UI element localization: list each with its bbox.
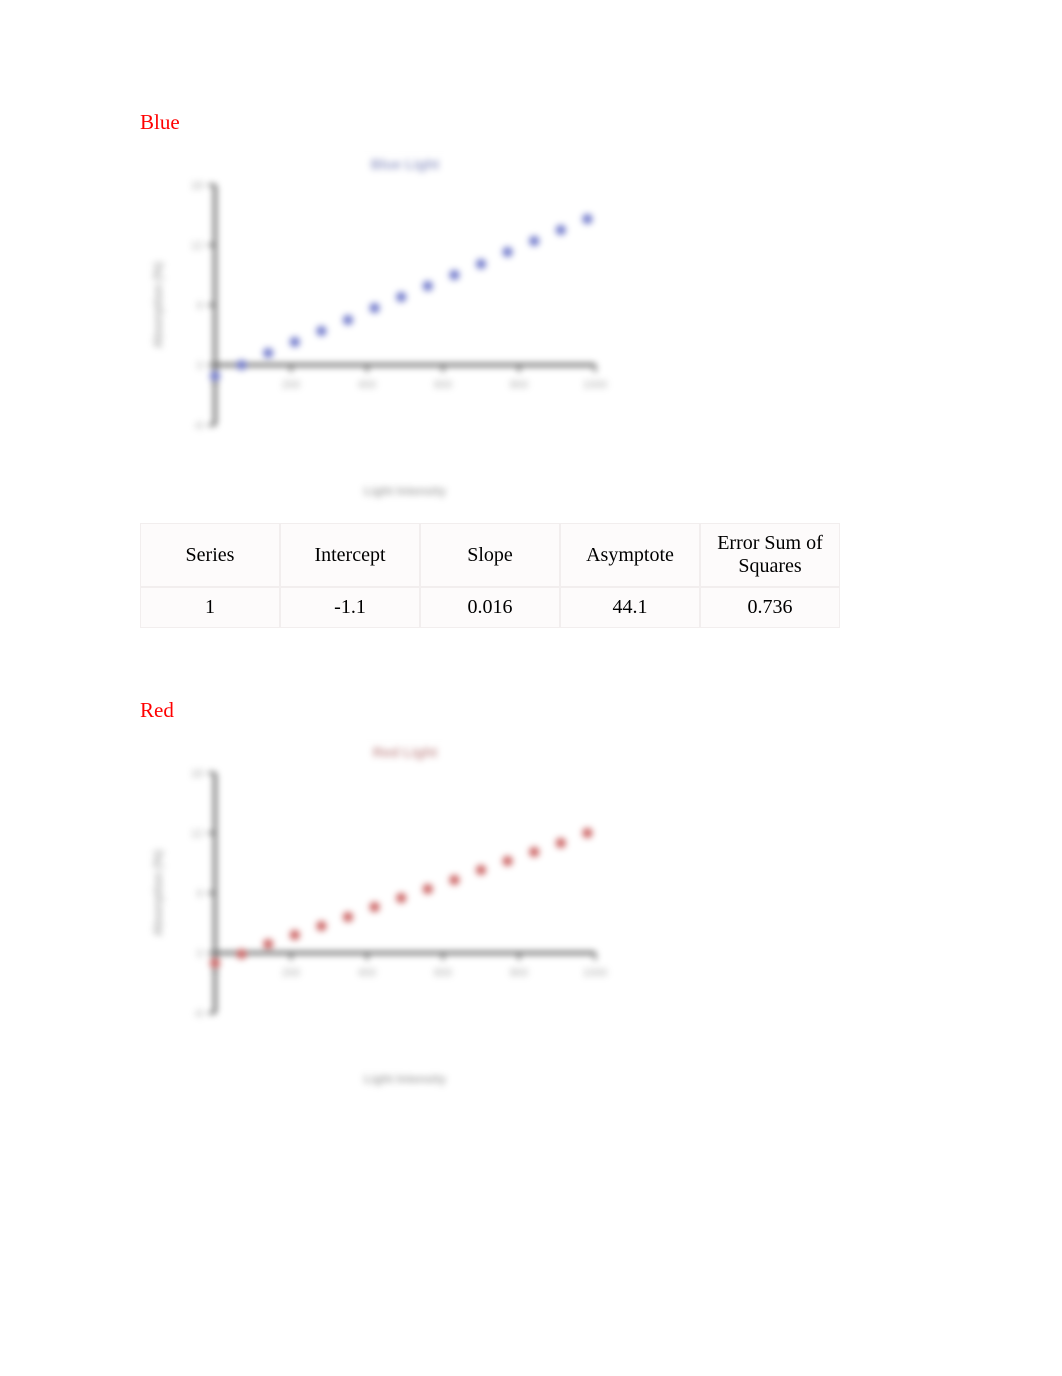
svg-text:0: 0 [197, 360, 203, 372]
svg-text:Blue Light: Blue Light [371, 156, 440, 172]
cell-slope: 0.016 [420, 587, 560, 628]
svg-text:-6: -6 [193, 420, 203, 432]
scatter-chart-red: Red Light 0 200 400 600 800 1000 -6 0 6 12 18 Light … [140, 733, 620, 1103]
svg-text:6: 6 [197, 300, 203, 312]
svg-text:Light Intensity: Light Intensity [364, 1072, 446, 1086]
section-heading-blue: Blue [140, 110, 932, 135]
col-intercept: Intercept [280, 523, 420, 587]
svg-text:18: 18 [191, 180, 203, 192]
svg-text:1000: 1000 [583, 967, 607, 979]
chart-red: Red Light 0 200 400 600 800 1000 -6 0 6 12 18 Light … [140, 733, 620, 1103]
col-slope: Slope [420, 523, 560, 587]
svg-text:-6: -6 [193, 1008, 203, 1020]
cell-series: 1 [140, 587, 280, 628]
svg-text:200: 200 [282, 379, 300, 391]
regression-stats-table: Series Intercept Slope Asymptote Error S… [140, 523, 840, 628]
cell-intercept: -1.1 [280, 587, 420, 628]
svg-text:Light Intensity: Light Intensity [364, 484, 446, 498]
col-series: Series [140, 523, 280, 587]
svg-text:1000: 1000 [583, 379, 607, 391]
cell-asymptote: 44.1 [560, 587, 700, 628]
svg-text:Absorption (%): Absorption (%) [151, 262, 165, 348]
svg-text:200: 200 [282, 967, 300, 979]
svg-text:0: 0 [212, 967, 218, 979]
svg-text:Absorption (%): Absorption (%) [151, 850, 165, 936]
svg-text:600: 600 [434, 967, 452, 979]
col-asymptote: Asymptote [560, 523, 700, 587]
svg-text:12: 12 [191, 828, 203, 840]
svg-text:12: 12 [191, 240, 203, 252]
svg-text:400: 400 [358, 379, 376, 391]
col-ess: Error Sum of Squares [700, 523, 840, 587]
svg-text:600: 600 [434, 379, 452, 391]
table-header-row: Series Intercept Slope Asymptote Error S… [140, 523, 840, 587]
svg-text:800: 800 [510, 379, 528, 391]
svg-text:800: 800 [510, 967, 528, 979]
section-gap [140, 628, 932, 698]
svg-text:0: 0 [197, 948, 203, 960]
svg-text:6: 6 [197, 888, 203, 900]
svg-text:Red Light: Red Light [373, 744, 438, 760]
cell-ess: 0.736 [700, 587, 840, 628]
chart-blue: Blue Light02004006008001000-6061218Light… [140, 145, 620, 515]
table-row: 1 -1.1 0.016 44.1 0.736 [140, 587, 840, 628]
section-heading-red: Red [140, 698, 932, 723]
document-page: Blue Blue Light02004006008001000-6061218… [0, 0, 1062, 1311]
svg-text:18: 18 [191, 768, 203, 780]
svg-text:400: 400 [358, 967, 376, 979]
scatter-chart-blue: Blue Light02004006008001000-6061218Light… [140, 145, 620, 515]
